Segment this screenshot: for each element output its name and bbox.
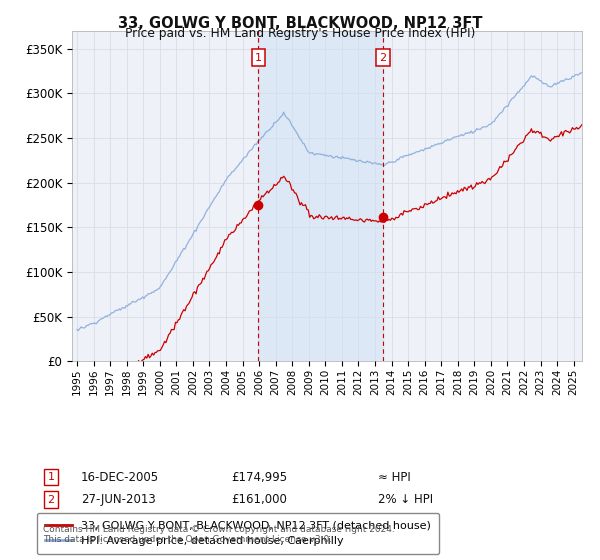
Text: 2: 2	[380, 53, 386, 63]
Text: 2: 2	[47, 494, 55, 505]
Text: 1: 1	[47, 472, 55, 482]
Text: 33, GOLWG Y BONT, BLACKWOOD, NP12 3FT: 33, GOLWG Y BONT, BLACKWOOD, NP12 3FT	[118, 16, 482, 31]
Text: 27-JUN-2013: 27-JUN-2013	[81, 493, 156, 506]
Legend: 33, GOLWG Y BONT, BLACKWOOD, NP12 3FT (detached house), HPI: Average price, deta: 33, GOLWG Y BONT, BLACKWOOD, NP12 3FT (d…	[37, 513, 439, 554]
Text: Contains HM Land Registry data © Crown copyright and database right 2024.
This d: Contains HM Land Registry data © Crown c…	[43, 525, 395, 544]
Text: 16-DEC-2005: 16-DEC-2005	[81, 470, 159, 484]
Bar	[259, 31, 383, 361]
Text: Price paid vs. HM Land Registry's House Price Index (HPI): Price paid vs. HM Land Registry's House …	[125, 27, 475, 40]
Text: 1: 1	[255, 53, 262, 63]
Text: £161,000: £161,000	[231, 493, 287, 506]
Text: 2% ↓ HPI: 2% ↓ HPI	[378, 493, 433, 506]
Text: £174,995: £174,995	[231, 470, 287, 484]
Text: ≈ HPI: ≈ HPI	[378, 470, 411, 484]
